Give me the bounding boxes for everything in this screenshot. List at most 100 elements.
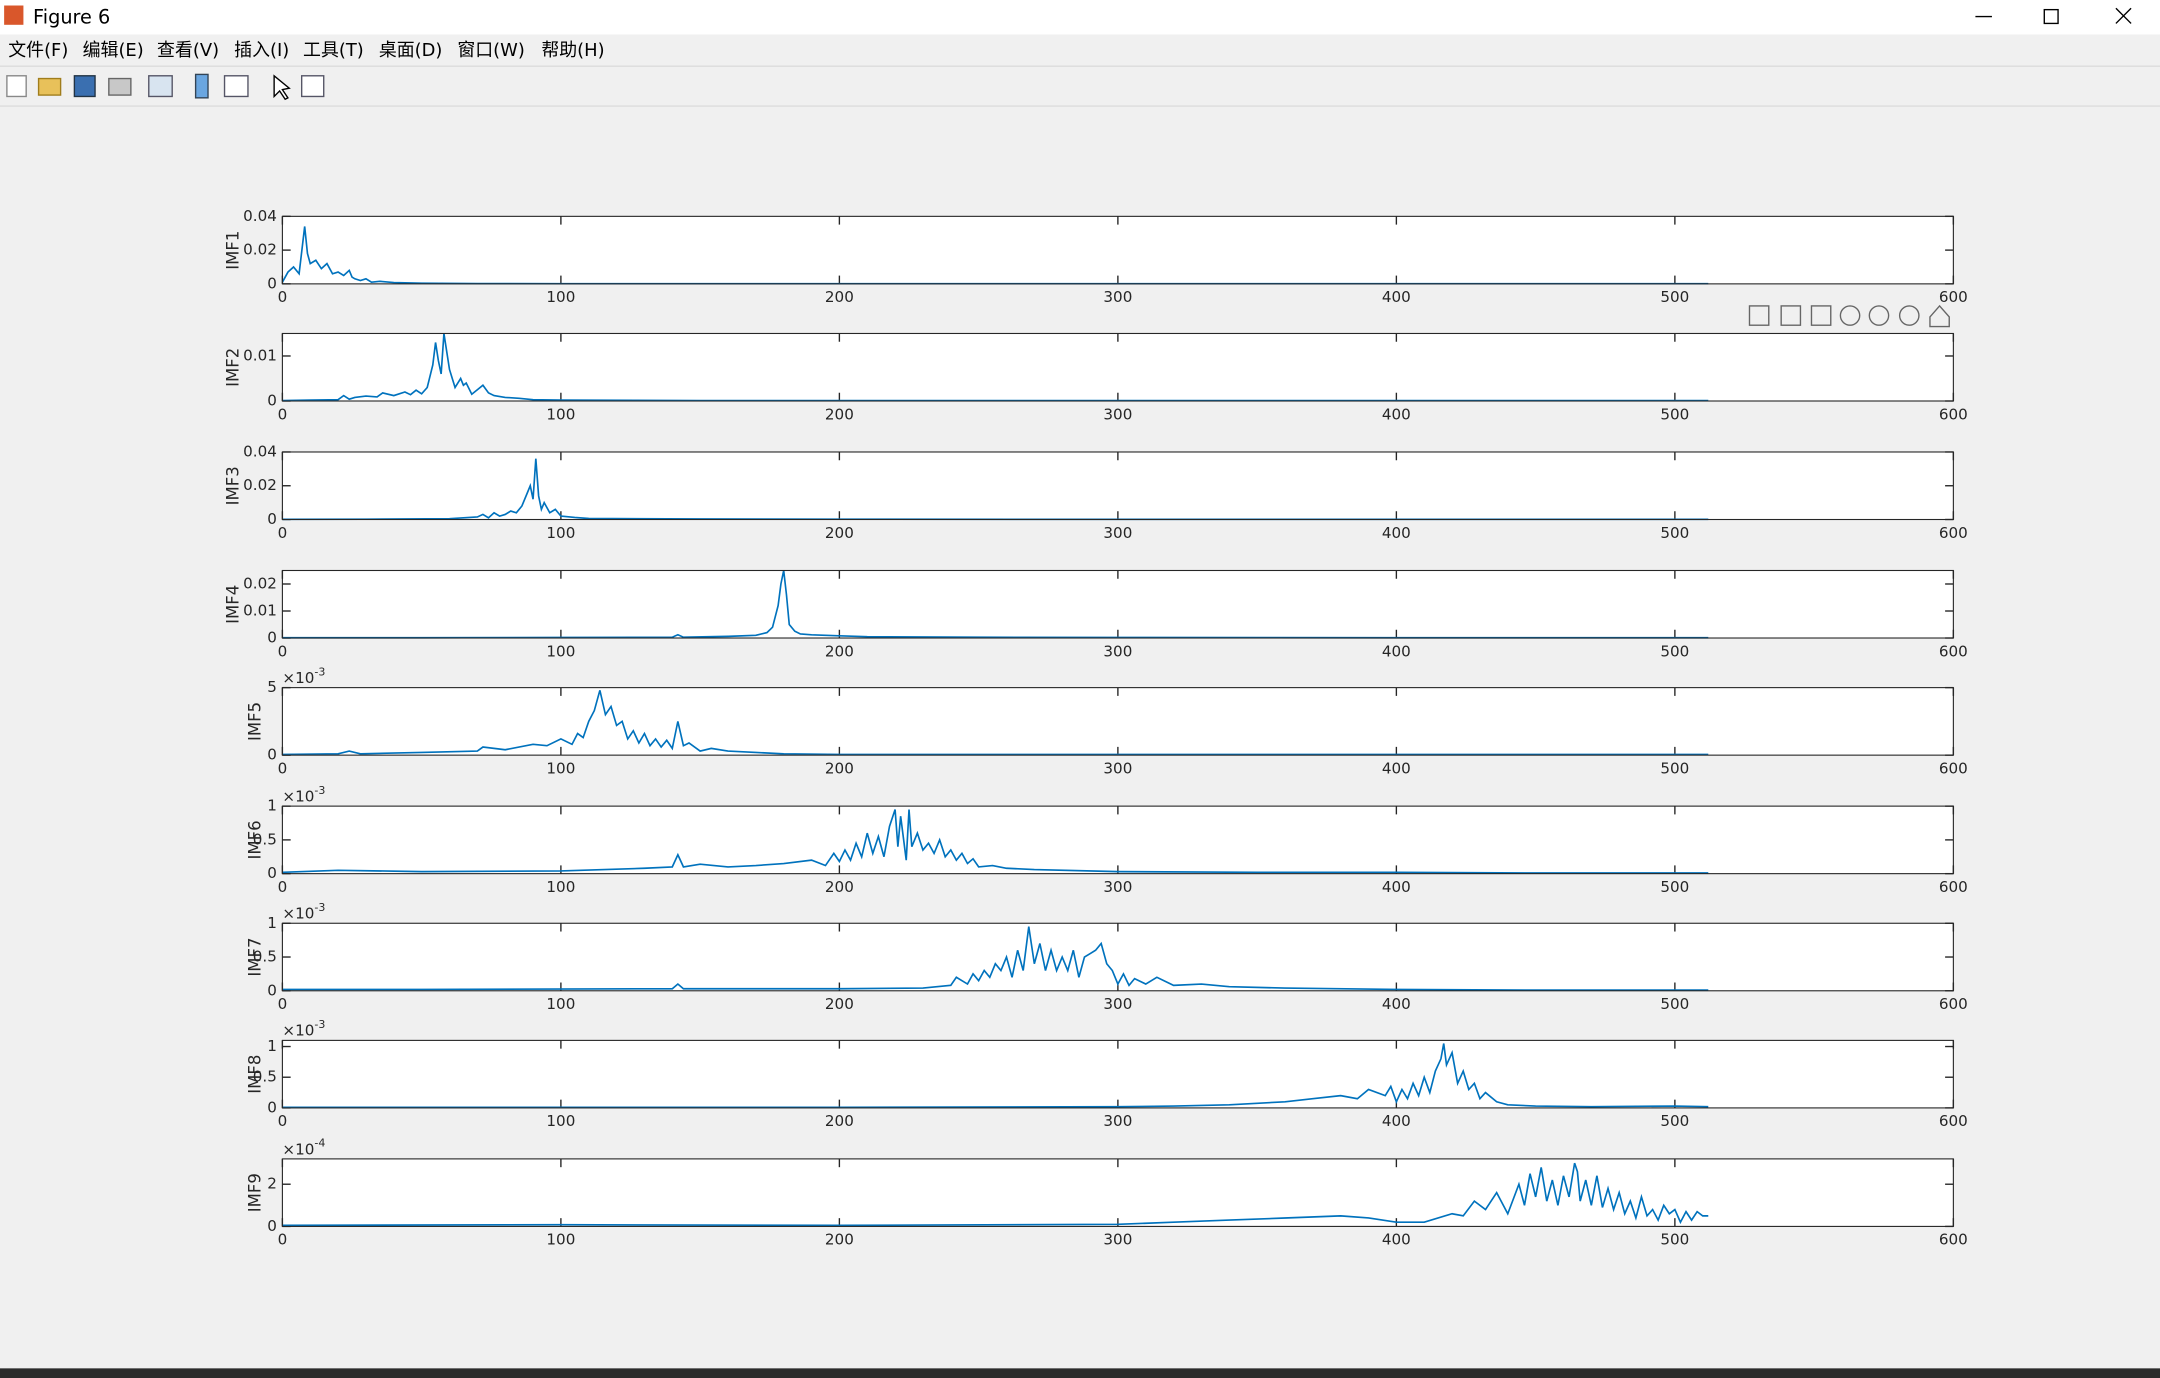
brush-icon[interactable] xyxy=(1780,305,1802,326)
x-tick-label: 600 xyxy=(1939,878,1968,896)
y-axis-label: IMF5 xyxy=(246,702,265,741)
exponent-base: ×10 xyxy=(282,787,314,805)
axes-bg xyxy=(282,216,1954,284)
y-tick-label: 1 xyxy=(267,797,277,815)
axes-bg xyxy=(282,1158,1954,1227)
axes-bg xyxy=(282,687,1954,756)
y-tick-label: 0 xyxy=(267,746,277,764)
x-tick-label: 500 xyxy=(1660,878,1689,896)
axes-bg xyxy=(282,570,1954,639)
zoom-out-icon[interactable] xyxy=(1898,305,1920,326)
x-tick-label: 300 xyxy=(1103,1112,1132,1130)
restore-button[interactable] xyxy=(2043,8,2059,25)
menu-item[interactable]: 查看(V) xyxy=(157,40,219,61)
x-tick-label: 300 xyxy=(1103,995,1132,1013)
menu-item[interactable]: 窗口(W) xyxy=(457,40,524,61)
x-tick-label: 0 xyxy=(278,288,288,306)
exponent-base: ×10 xyxy=(282,904,314,922)
axes-box xyxy=(281,922,1954,992)
datatip-icon[interactable] xyxy=(1810,305,1832,326)
y-exponent: ×10-3 xyxy=(282,665,325,686)
y-tick-label: 0 xyxy=(267,510,277,528)
link-icon[interactable] xyxy=(148,75,173,98)
y-axis-label: IMF6 xyxy=(246,820,265,859)
x-tick-label: 100 xyxy=(546,1231,575,1249)
x-tick-label: 0 xyxy=(278,1112,288,1130)
y-tick-label: 2 xyxy=(267,1175,277,1193)
x-tick-label: 100 xyxy=(546,405,575,423)
data-line xyxy=(282,926,1709,991)
menu-item[interactable]: 文件(F) xyxy=(8,40,68,61)
x-tick-label: 100 xyxy=(546,759,575,777)
y-axis-label: IMF9 xyxy=(246,1173,265,1212)
y-axis-label: IMF3 xyxy=(224,466,243,505)
x-tick-label: 500 xyxy=(1660,1231,1689,1249)
x-tick-label: 400 xyxy=(1382,524,1411,542)
menu-item[interactable]: 桌面(D) xyxy=(379,40,443,61)
y-tick-label: 0.02 xyxy=(243,241,277,259)
property-icon[interactable] xyxy=(300,75,325,98)
y-axis-label: IMF2 xyxy=(224,348,243,387)
y-tick-label: 0 xyxy=(267,1098,277,1116)
y-axis-label: IMF8 xyxy=(246,1055,265,1094)
x-tick-label: 500 xyxy=(1660,288,1689,306)
y-axis-label: IMF4 xyxy=(224,585,243,624)
print-icon[interactable] xyxy=(108,77,132,96)
x-tick-label: 300 xyxy=(1103,405,1132,423)
axes-box xyxy=(281,451,1954,521)
axes-box xyxy=(281,215,1954,285)
axes-box xyxy=(281,332,1954,402)
menu-item[interactable]: 插入(I) xyxy=(234,40,289,61)
close-button[interactable] xyxy=(2115,7,2132,24)
new-icon[interactable] xyxy=(6,75,27,98)
x-tick-label: 200 xyxy=(825,405,854,423)
x-tick-label: 600 xyxy=(1939,524,1968,542)
x-tick-label: 200 xyxy=(825,995,854,1013)
zoom-in-icon[interactable] xyxy=(1868,305,1890,326)
save-icon[interactable] xyxy=(73,75,96,98)
axes-toolbar xyxy=(1748,304,1950,328)
data-line xyxy=(282,570,1709,639)
x-tick-label: 400 xyxy=(1382,288,1411,306)
x-tick-label: 500 xyxy=(1660,759,1689,777)
exponent-base: ×10 xyxy=(282,1021,314,1039)
x-tick-label: 300 xyxy=(1103,1231,1132,1249)
pan-icon[interactable] xyxy=(1839,305,1861,326)
data-line xyxy=(282,458,1709,521)
exponent-base: ×10 xyxy=(282,668,314,686)
menu-item[interactable]: 工具(T) xyxy=(303,40,364,61)
y-tick-label: 0.04 xyxy=(243,442,277,460)
open-icon[interactable] xyxy=(37,77,62,96)
x-tick-label: 600 xyxy=(1939,995,1968,1013)
y-tick-label: 0.02 xyxy=(243,574,277,592)
x-tick-label: 500 xyxy=(1660,524,1689,542)
export-icon[interactable] xyxy=(1748,305,1770,326)
exponent-base: ×10 xyxy=(282,1140,314,1158)
axes-bg xyxy=(282,923,1954,991)
menu-item[interactable]: 编辑(E) xyxy=(83,40,144,61)
y-axis-label: IMF1 xyxy=(224,231,243,270)
y-tick-label: 0.02 xyxy=(243,476,277,494)
x-tick-label: 600 xyxy=(1939,1112,1968,1130)
home-icon[interactable] xyxy=(1929,304,1950,328)
menu-item[interactable]: 帮助(H) xyxy=(541,40,604,61)
x-tick-label: 400 xyxy=(1382,405,1411,423)
axes-box xyxy=(281,1158,1954,1227)
x-tick-label: 100 xyxy=(546,878,575,896)
y-tick-label: 0 xyxy=(267,864,277,882)
axes-box xyxy=(281,805,1954,875)
y-tick-label: 0 xyxy=(267,274,277,292)
y-tick-label: 1 xyxy=(267,1037,277,1055)
x-tick-label: 600 xyxy=(1939,288,1968,306)
x-tick-label: 300 xyxy=(1103,288,1132,306)
pointer-icon[interactable] xyxy=(273,74,291,101)
x-tick-label: 100 xyxy=(546,995,575,1013)
y-tick-label: 0.5 xyxy=(253,830,277,848)
legend-icon[interactable] xyxy=(223,75,249,98)
exponent-power: -3 xyxy=(314,901,325,914)
axes-box xyxy=(281,1039,1954,1109)
colorbar-icon[interactable] xyxy=(194,73,209,99)
toolbar xyxy=(6,73,325,101)
